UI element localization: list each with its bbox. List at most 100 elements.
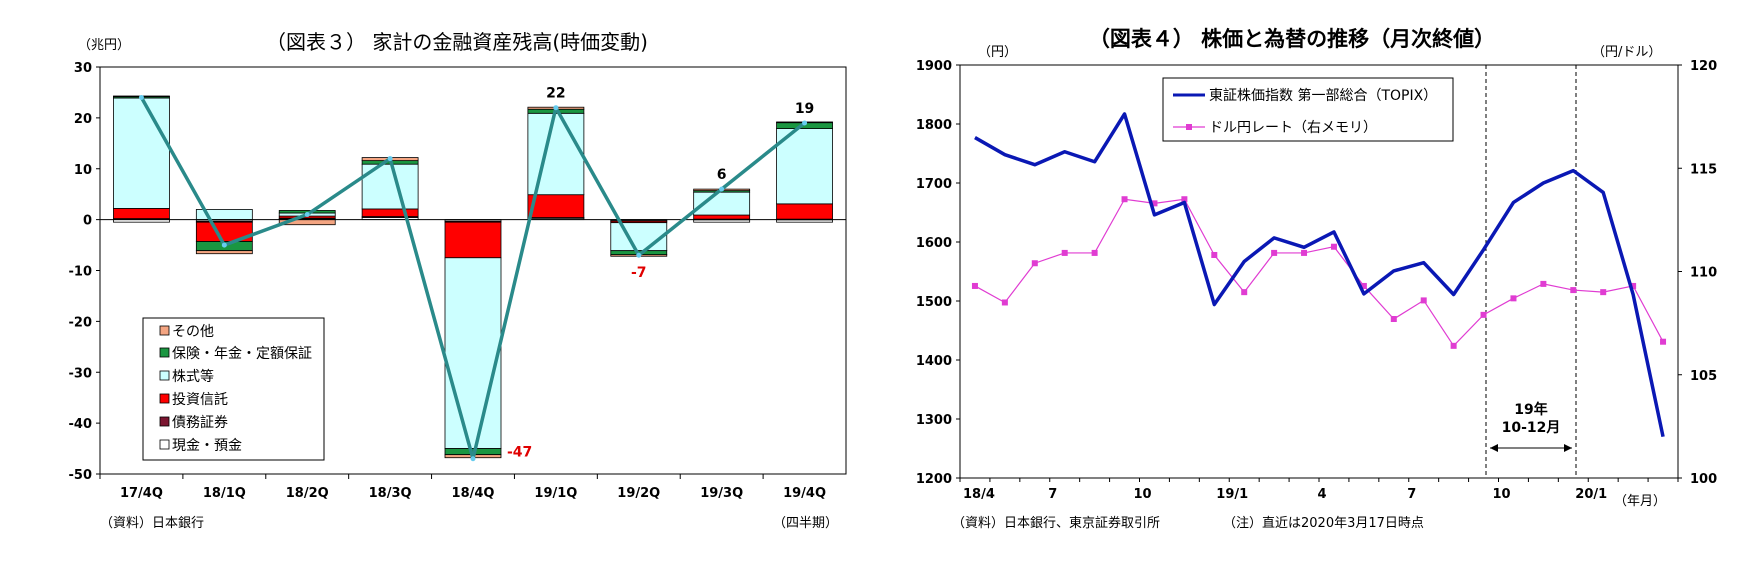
y-tick-label-left: 1400 xyxy=(916,354,952,369)
usdjpy-point xyxy=(1510,295,1517,302)
usdjpy-point xyxy=(1540,280,1547,287)
usdjpy-point xyxy=(1420,297,1427,304)
topix-line xyxy=(974,112,1665,438)
bar-segment xyxy=(444,221,502,259)
legend-label-bonds: 債務証券 xyxy=(172,415,228,431)
usdjpy-point xyxy=(1271,249,1278,256)
chart1-source: （資料）日本銀行 xyxy=(100,516,204,531)
y-tick-label-left: 1300 xyxy=(916,413,952,428)
usdjpy-point xyxy=(1330,243,1337,250)
total-point xyxy=(221,242,227,248)
x-tick-label: 4 xyxy=(1317,487,1326,502)
chart1-x-ticks: 17/4Q 18/1Q 18/2Q 18/3Q 18/4Q 19/1Q 19/2Q 19/3Q… xyxy=(99,474,826,501)
legend-label-trusts: 投資信託 xyxy=(172,392,228,408)
x-tick-label: 19/4Q xyxy=(783,486,826,501)
usdjpy-point xyxy=(1480,311,1487,318)
bar-segment xyxy=(444,257,502,449)
legend-swatch-cash xyxy=(159,439,170,450)
chart2-title: （図表４） 株価と為替の推移（月次終値） xyxy=(1089,27,1495,51)
y-tick-label-left: 1500 xyxy=(916,295,952,310)
usdjpy-point xyxy=(1301,249,1308,256)
chart1-y-unit: （兆円） xyxy=(78,38,130,53)
x-tick-label: 18/4Q xyxy=(452,486,495,501)
x-tick-label: 7 xyxy=(1407,487,1416,502)
legend-label-topix: 東証株価指数 第一部総合（TOPIX） xyxy=(1209,87,1437,104)
y-tick-label: 30 xyxy=(74,61,92,76)
period-arrow-head-right xyxy=(1564,444,1572,452)
bar-segment xyxy=(527,112,585,196)
x-tick-label: 19/3Q xyxy=(700,486,743,501)
y-tick-label-right: 105 xyxy=(1690,369,1717,384)
chart1-title: （図表３） 家計の金融資産残高(時価変動) xyxy=(266,30,648,54)
data-label: 6 xyxy=(717,167,727,183)
usdjpy-point xyxy=(1211,251,1218,258)
usdjpy-point xyxy=(1061,249,1068,256)
bar-segment xyxy=(113,208,170,220)
usdjpy-point xyxy=(1001,299,1008,306)
usdjpy-point xyxy=(1630,282,1637,289)
y-tick-label-left: 1200 xyxy=(916,472,952,487)
chart1-data-labels: -47 22 -7 6 19 xyxy=(507,86,814,461)
chart2-period-marker: 19年 10-12月 xyxy=(1485,65,1577,478)
chart2-y-ticks-right: 120 115 110 105 100 xyxy=(1678,59,1717,487)
usdjpy-point xyxy=(1121,196,1128,203)
chart2-source: （資料）日本銀行、東京証券取引所 xyxy=(952,515,1160,531)
usdjpy-line xyxy=(974,198,1664,347)
total-point xyxy=(470,456,476,462)
y-tick-label-right: 120 xyxy=(1690,59,1717,74)
chart2-y-unit-right: （円/ドル） xyxy=(1592,45,1661,60)
legend-swatch-stocks xyxy=(159,370,170,381)
usdjpy-point xyxy=(1151,200,1158,207)
y-tick-label-left: 1600 xyxy=(916,236,952,251)
x-tick-label: 18/2Q xyxy=(286,486,329,501)
usdjpy-point xyxy=(1091,249,1098,256)
chart2-usdjpy-series xyxy=(971,196,1667,349)
x-tick-label: 19/1 xyxy=(1216,487,1248,502)
chart1-legend: その他 保険・年金・定額保証 株式等 投資信託 債務証券 現金・預金 xyxy=(142,317,325,461)
chart2-note: （注）直近は2020年3月17日時点 xyxy=(1223,516,1424,531)
x-tick-label: 19/2Q xyxy=(617,486,660,501)
total-point xyxy=(802,120,808,126)
chart1-total-line xyxy=(138,95,808,462)
bar-segment xyxy=(195,250,253,255)
usdjpy-point xyxy=(971,282,978,289)
legend-swatch-trusts xyxy=(159,393,170,404)
x-tick-label: 19/1Q xyxy=(534,486,577,501)
total-point xyxy=(636,252,642,258)
x-tick-label: 18/4 xyxy=(963,487,995,502)
chart2: （図表４） 株価と為替の推移（月次終値） （円） （円/ドル） 1900 1800… xyxy=(916,27,1717,531)
x-tick-label: 17/4Q xyxy=(120,486,163,501)
usdjpy-point xyxy=(1600,289,1607,296)
y-tick-label-right: 110 xyxy=(1690,266,1717,281)
x-tick-label: 10 xyxy=(1133,487,1151,502)
total-point xyxy=(553,105,559,111)
y-tick-label: -10 xyxy=(69,265,93,280)
period-arrow-head-left xyxy=(1490,444,1498,452)
data-label: 19 xyxy=(795,101,814,117)
total-point xyxy=(719,186,725,192)
legend-label-insurance: 保険・年金・定額保証 xyxy=(172,346,312,362)
x-tick-label: 7 xyxy=(1048,487,1057,502)
chart2-x-unit: （年月） xyxy=(1614,494,1666,509)
chart2-y-unit-left: （円） xyxy=(978,45,1017,60)
data-label: -7 xyxy=(631,265,647,281)
y-tick-label: 0 xyxy=(83,214,92,229)
period-label-year: 19年 xyxy=(1514,401,1547,418)
usdjpy-point xyxy=(1450,342,1457,349)
y-tick-label-left: 1900 xyxy=(916,59,952,74)
chart1-legend-box xyxy=(142,317,325,461)
period-label-months: 10-12月 xyxy=(1502,420,1561,436)
bar-segment xyxy=(610,222,668,252)
usdjpy-point xyxy=(1570,287,1577,294)
legend-label-stocks: 株式等 xyxy=(172,368,214,385)
y-tick-label: 20 xyxy=(74,112,92,127)
legend-swatch-other xyxy=(159,325,170,336)
x-tick-label: 18/3Q xyxy=(369,486,412,501)
data-label: 22 xyxy=(546,86,565,102)
y-tick-label: -30 xyxy=(69,366,93,381)
y-tick-label-right: 100 xyxy=(1690,472,1717,487)
bar-segment xyxy=(361,208,419,217)
y-tick-label-left: 1800 xyxy=(916,118,952,133)
legend-swatch-bonds xyxy=(159,416,170,427)
